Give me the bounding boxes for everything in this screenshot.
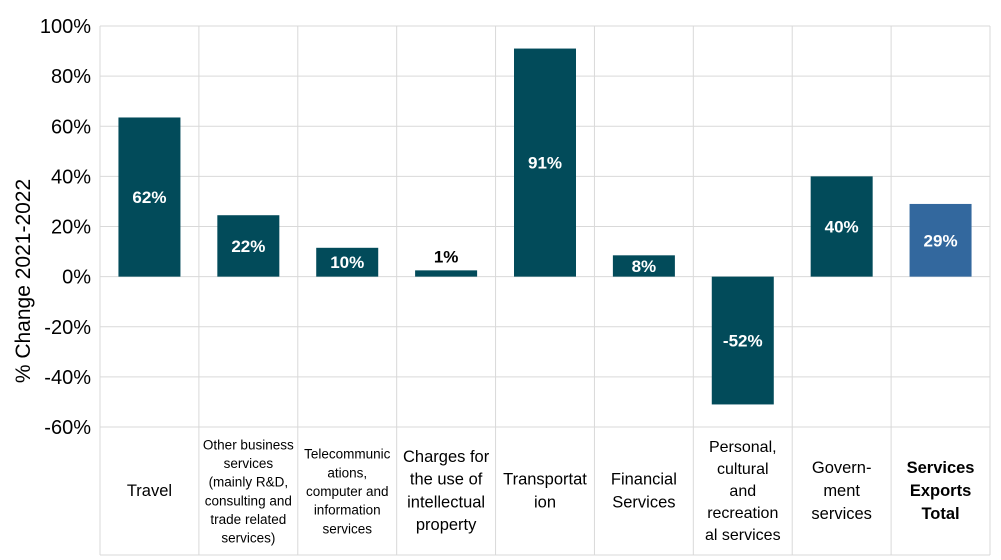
data-label-1: 22% bbox=[231, 237, 265, 256]
y-tick-label: -20% bbox=[44, 317, 91, 339]
y-tick-label: -40% bbox=[44, 367, 91, 389]
category-label-8: Services Exports Total bbox=[907, 459, 975, 523]
bar-8 bbox=[909, 203, 972, 277]
data-label-0: 62% bbox=[132, 188, 166, 207]
y-tick-label: 40% bbox=[51, 166, 91, 188]
y-axis-title: % Change 2021-2022 bbox=[12, 179, 35, 383]
y-tick-label: 0% bbox=[62, 267, 91, 289]
data-label-2: 10% bbox=[330, 253, 364, 272]
data-label-6: -52% bbox=[723, 332, 763, 351]
bar-7 bbox=[810, 176, 873, 277]
data-label-8: 29% bbox=[924, 231, 958, 250]
category-label-0: Travel bbox=[127, 482, 172, 500]
y-tick-label: 20% bbox=[51, 217, 91, 239]
data-label-4: 91% bbox=[528, 154, 562, 173]
category-label-1: Other business services (mainly R&D, consul… bbox=[203, 437, 294, 545]
y-tick-label: 60% bbox=[51, 116, 91, 138]
category-label-6: Personal, cultural and recreation al service… bbox=[705, 439, 781, 544]
data-label-3: 1% bbox=[434, 247, 459, 266]
y-tick-label: 80% bbox=[51, 66, 91, 88]
y-tick-label: 100% bbox=[40, 16, 91, 38]
bar-6 bbox=[711, 276, 774, 405]
bar-3 bbox=[415, 270, 478, 277]
category-label-3: Charges for the use of intellectual propert… bbox=[403, 448, 490, 534]
y-tick-label: -60% bbox=[44, 417, 91, 439]
category-label-5: Financial Services bbox=[611, 471, 677, 512]
bar-5 bbox=[612, 255, 675, 277]
data-label-layer: 62% 22% 10% 1% 91% 8% -52% 40% 29% bbox=[132, 154, 957, 351]
bar-4 bbox=[514, 48, 576, 277]
category-label-7: Govern-ment services bbox=[811, 459, 872, 523]
y-axis-ticks: 100% 80% 60% 40% 20% 0% -20% -40% -60% bbox=[40, 16, 91, 439]
category-label-4: Transportat ion bbox=[503, 471, 587, 512]
x-axis-categories: Travel Other business services (mainly R&D,… bbox=[127, 437, 975, 545]
bar-layer bbox=[118, 48, 972, 405]
data-label-5: 8% bbox=[632, 257, 657, 276]
bar-2 bbox=[316, 247, 379, 277]
category-label-2: Telecommunic ations, computer and informati… bbox=[304, 447, 391, 537]
data-label-7: 40% bbox=[825, 218, 859, 237]
bar-0 bbox=[118, 117, 181, 277]
bar-1 bbox=[217, 215, 280, 277]
